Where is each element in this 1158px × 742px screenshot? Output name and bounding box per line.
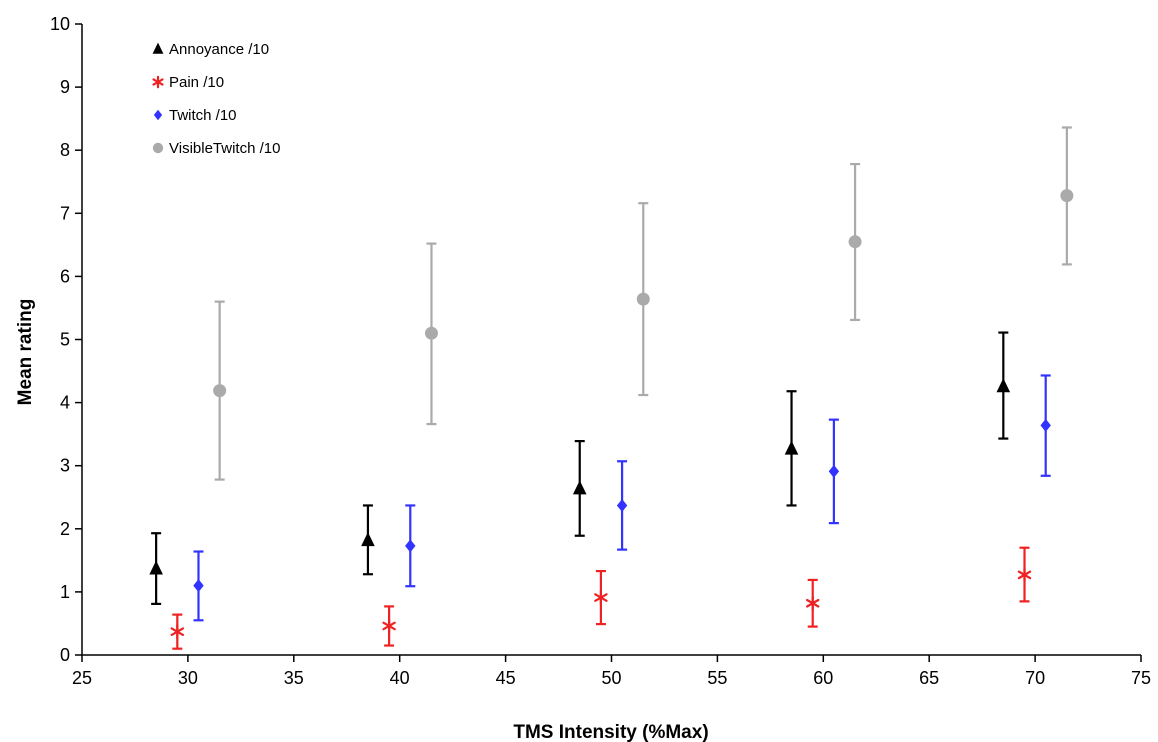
- x-tick-label: 35: [284, 668, 304, 688]
- y-tick-label: 6: [60, 266, 70, 286]
- legend-item: VisibleTwitch /10: [152, 140, 280, 157]
- legend-label: Pain /10: [169, 74, 224, 91]
- x-tick-label: 60: [813, 668, 833, 688]
- triangle-marker: [996, 378, 1011, 393]
- x-tick-label: 65: [919, 668, 939, 688]
- asterisk-stroke: [594, 593, 608, 602]
- triangle-marker: [361, 532, 375, 547]
- asterisk-marker: [805, 595, 820, 611]
- x-tick-label: 30: [178, 668, 198, 688]
- circle-marker: [1060, 189, 1074, 203]
- x-tick-label: 40: [390, 668, 410, 688]
- diamond-marker: [616, 498, 628, 512]
- y-tick-label: 8: [60, 140, 70, 160]
- legend-label: Annoyance /10: [169, 41, 269, 58]
- asterisk-stroke: [805, 598, 820, 608]
- y-tick-label: 0: [60, 645, 70, 665]
- asterisk-stroke: [170, 627, 185, 637]
- x-tick-label: 55: [707, 668, 727, 688]
- error-bars: [151, 126, 1072, 650]
- asterisk-marker: [594, 589, 608, 606]
- y-tick-label: 5: [60, 330, 70, 350]
- x-tick-label: 75: [1131, 668, 1151, 688]
- diamond-marker: [1040, 418, 1051, 432]
- asterisk-stroke: [382, 621, 396, 631]
- circle-marker: [213, 384, 227, 398]
- diamond-marker: [193, 579, 204, 593]
- circle-marker: [848, 235, 862, 249]
- x-tick-label: 70: [1025, 668, 1045, 688]
- circle-marker: [636, 292, 650, 306]
- legend-item: Twitch /10: [153, 107, 237, 124]
- x-tick-label: 25: [72, 668, 92, 688]
- data-markers: [149, 189, 1074, 640]
- legend-label: VisibleTwitch /10: [169, 140, 280, 157]
- asterisk-marker: [170, 624, 185, 640]
- y-tick-label: 9: [60, 77, 70, 97]
- x-axis-title: TMS Intensity (%Max): [513, 722, 708, 742]
- y-tick-label: 4: [60, 393, 70, 413]
- asterisk-marker: [1017, 567, 1032, 583]
- x-tick-label: 50: [601, 668, 621, 688]
- triangle-marker: [572, 480, 587, 495]
- asterisk-marker: [382, 618, 396, 634]
- diamond-marker: [405, 539, 416, 553]
- triangle-marker: [149, 560, 163, 575]
- diamond-marker: [153, 109, 163, 121]
- triangle-marker: [152, 42, 164, 54]
- diamond-marker: [828, 464, 840, 478]
- circle-marker: [424, 326, 438, 340]
- legend-label: Twitch /10: [169, 107, 237, 124]
- y-tick-label: 3: [60, 456, 70, 476]
- asterisk-stroke: [152, 78, 164, 86]
- x-tick-label: 45: [496, 668, 516, 688]
- y-tick-label: 2: [60, 519, 70, 539]
- y-tick-label: 10: [50, 14, 70, 34]
- circle-marker: [152, 142, 164, 154]
- legend-item: Pain /10: [152, 74, 224, 91]
- asterisk-marker: [152, 75, 164, 89]
- y-tick-label: 1: [60, 582, 70, 602]
- asterisk-stroke: [1017, 570, 1032, 580]
- triangle-marker: [784, 440, 799, 455]
- y-tick-label: 7: [60, 203, 70, 223]
- legend-item: Annoyance /10: [152, 41, 269, 58]
- legend: Annoyance /10 Pain /10 Twitch /10 VisibleTw…: [152, 41, 280, 157]
- y-axis-title: Mean rating: [15, 299, 36, 406]
